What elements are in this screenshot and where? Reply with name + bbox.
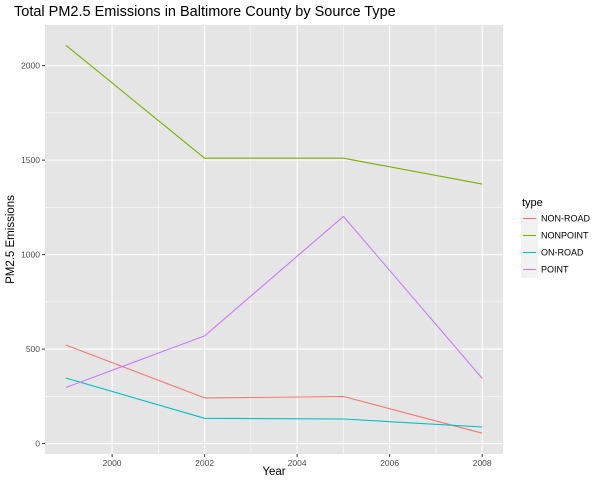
x-axis-label: Year	[262, 466, 285, 478]
chart-title: Total PM2.5 Emissions in Baltimore Count…	[14, 4, 396, 20]
y-tick-label: 0	[35, 439, 40, 449]
x-tick-label: 2008	[473, 458, 492, 468]
y-tick-label: 2000	[21, 61, 40, 71]
y-tick-label: 500	[26, 344, 40, 354]
minor-gridlines	[45, 25, 503, 454]
x-axis: 2000 2002 2004 2006 2008	[103, 454, 492, 468]
legend-label: NON-ROAD	[541, 214, 590, 224]
major-gridlines	[45, 25, 503, 454]
legend: type NON-ROAD NONPOINT ON-ROAD POINT	[521, 197, 590, 278]
series-line-nonpoint	[65, 44, 483, 185]
x-tick-label: 2004	[288, 458, 307, 468]
legend-title: type	[522, 197, 543, 209]
y-axis: 0 500 1000 1500 2000	[21, 61, 45, 449]
x-tick-label: 2002	[195, 458, 214, 468]
series-lines	[65, 44, 483, 434]
legend-items: NON-ROAD NONPOINT ON-ROAD POINT	[521, 210, 590, 278]
y-tick-label: 1500	[21, 155, 40, 165]
series-line-on-road	[65, 377, 483, 428]
x-tick-label: 2006	[380, 458, 399, 468]
legend-label: ON-ROAD	[541, 248, 584, 258]
y-tick-label: 1000	[21, 250, 40, 260]
plot-panel	[45, 25, 503, 454]
x-tick-label: 2000	[103, 458, 122, 468]
y-axis-label: PM2.5 Emissions	[5, 195, 17, 284]
legend-label: NONPOINT	[541, 231, 589, 241]
series-line-point	[65, 215, 483, 389]
legend-label: POINT	[541, 265, 569, 275]
series-line-non-road	[65, 344, 483, 434]
